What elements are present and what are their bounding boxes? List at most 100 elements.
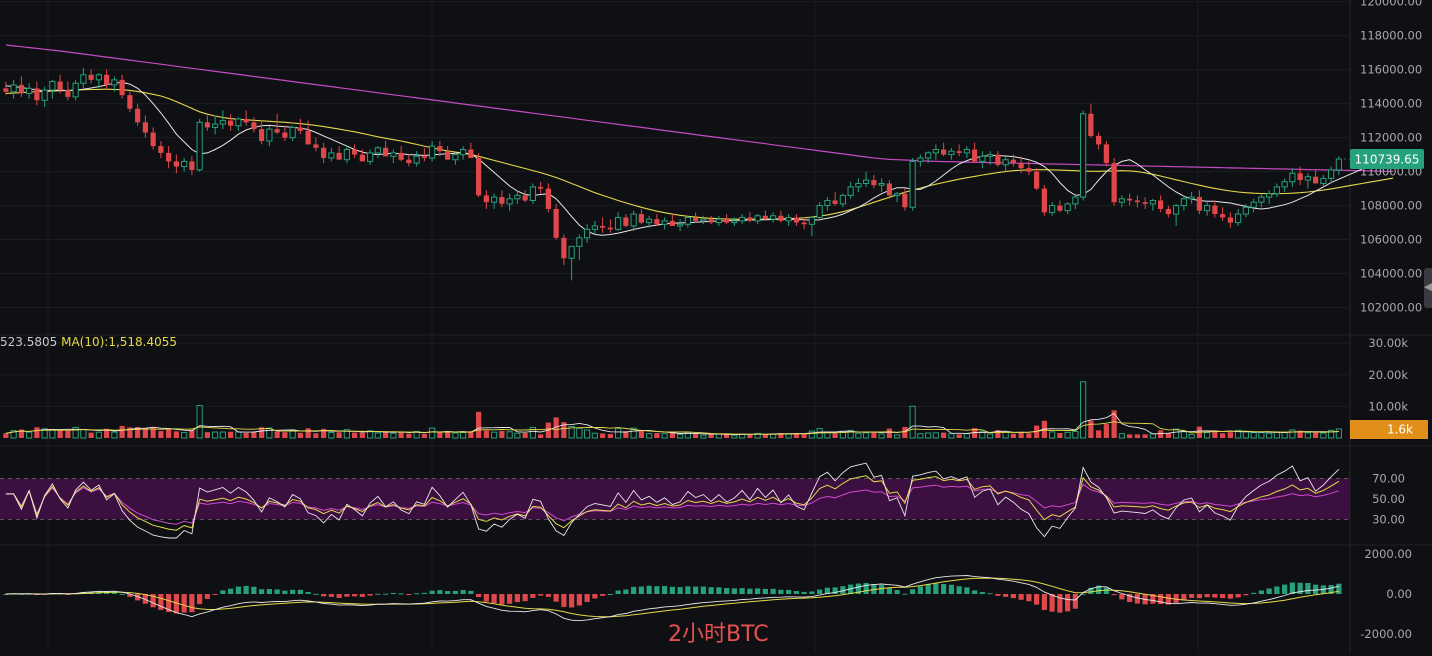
macd-histogram-bar <box>832 587 838 594</box>
candle-body <box>1235 213 1242 224</box>
volume-bar <box>1328 429 1335 439</box>
candle-body <box>390 152 397 157</box>
volume-bar <box>1002 431 1009 439</box>
volume-bar <box>421 433 427 438</box>
candle-body <box>669 220 675 226</box>
macd-histogram-bar <box>452 590 458 594</box>
volume-bar <box>747 434 753 438</box>
macd-histogram-bar <box>1111 594 1117 596</box>
macd-histogram-bar <box>259 589 265 594</box>
price-tick-label: 120000.00 <box>1360 0 1422 9</box>
volume-bar <box>367 430 374 439</box>
chevron-left-icon: ◀ <box>1424 280 1432 293</box>
macd-histogram-bar <box>220 590 226 594</box>
candle-body <box>1002 159 1009 166</box>
macd-histogram-bar <box>367 594 373 596</box>
volume-bar <box>313 433 319 438</box>
candle-body <box>483 195 489 203</box>
candle-body <box>158 146 164 153</box>
rsi-pane[interactable] <box>0 462 1350 539</box>
candle-body <box>808 216 815 225</box>
candle-body <box>1018 163 1024 169</box>
macd-pane[interactable] <box>3 575 1342 622</box>
macd-histogram-bar <box>995 594 1001 596</box>
price-tick-label: 118000.00 <box>1360 29 1422 43</box>
macd-histogram-bar <box>1173 594 1179 603</box>
candle-body <box>274 129 280 133</box>
volume-bar <box>352 432 358 438</box>
price-axis[interactable]: 120000.00 118000.00 116000.00 114000.00 1120… <box>1350 0 1428 641</box>
candle-body <box>181 160 188 167</box>
macd-histogram-bar <box>235 586 241 594</box>
macd-histogram-bar <box>1003 594 1009 597</box>
candle-body <box>243 118 249 123</box>
macd-histogram-bar <box>693 586 699 594</box>
volume-bar <box>259 427 265 438</box>
candle-body <box>359 154 365 162</box>
candle-body <box>343 149 350 161</box>
volume-bar <box>801 434 807 438</box>
volume-bar <box>1088 420 1094 438</box>
candle-body <box>1158 200 1164 209</box>
volume-bar <box>65 430 71 438</box>
macd-histogram-bar <box>1103 587 1109 594</box>
volume-bar <box>476 411 482 438</box>
candle-body <box>266 128 273 142</box>
macd-histogram-bar <box>1150 594 1156 604</box>
macd-histogram-bar <box>290 589 296 594</box>
macd-histogram-bar <box>406 594 412 595</box>
candle-body <box>700 218 707 222</box>
volume-bar <box>1188 433 1195 439</box>
volume-bar <box>886 428 892 438</box>
candle-body <box>204 122 210 128</box>
candle-body <box>909 160 916 208</box>
macd-histogram-bar <box>1212 594 1218 598</box>
volume-bar <box>359 432 365 438</box>
candle-body <box>715 218 722 224</box>
side-panel-toggle[interactable]: ◀ <box>1424 268 1432 308</box>
volume-legend: 523.5805 MA(10):1,518.4055 <box>0 335 177 349</box>
volume-bar <box>553 417 559 438</box>
candle-body <box>576 237 583 247</box>
macd-tick-label: 0.00 <box>1386 587 1412 601</box>
volume-bar <box>1057 432 1063 438</box>
rsi-tick-label: 70.00 <box>1372 472 1405 486</box>
macd-histogram-bar <box>507 594 513 604</box>
macd-histogram-bar <box>127 594 133 597</box>
macd-histogram-bar <box>266 589 272 594</box>
macd-histogram-bar <box>1026 594 1032 602</box>
volume-bar <box>483 430 489 438</box>
macd-histogram-bar <box>1010 594 1016 599</box>
candle-body <box>956 151 962 153</box>
candle-body <box>1273 186 1280 195</box>
volume-bar <box>979 431 986 439</box>
volume-bar <box>972 428 978 438</box>
volume-pane[interactable] <box>3 381 1342 439</box>
price-pane[interactable] <box>3 44 1394 281</box>
macd-histogram-bar <box>1049 594 1055 612</box>
macd-histogram-bar <box>1336 583 1342 594</box>
candle-body <box>1297 173 1303 181</box>
volume-bar <box>181 432 188 439</box>
volume-bar <box>1127 434 1133 438</box>
candle-body <box>1242 206 1249 215</box>
candle-body <box>785 216 792 222</box>
candle-body <box>127 95 133 109</box>
volume-bar <box>119 425 125 438</box>
volume-bar <box>1026 433 1032 438</box>
volume-bar <box>460 432 467 439</box>
volume-bar <box>1142 434 1148 438</box>
candle-body <box>196 121 203 171</box>
macd-histogram-bar <box>576 594 582 606</box>
candle-body <box>88 74 94 80</box>
volume-bar <box>173 431 179 438</box>
volume-bar <box>251 431 257 438</box>
candle-body <box>754 215 761 222</box>
candle-body <box>824 199 831 207</box>
macd-histogram-bar <box>173 594 179 614</box>
volume-bar <box>1072 430 1079 439</box>
volume-bar <box>1258 432 1265 439</box>
volume-bar <box>646 433 653 439</box>
